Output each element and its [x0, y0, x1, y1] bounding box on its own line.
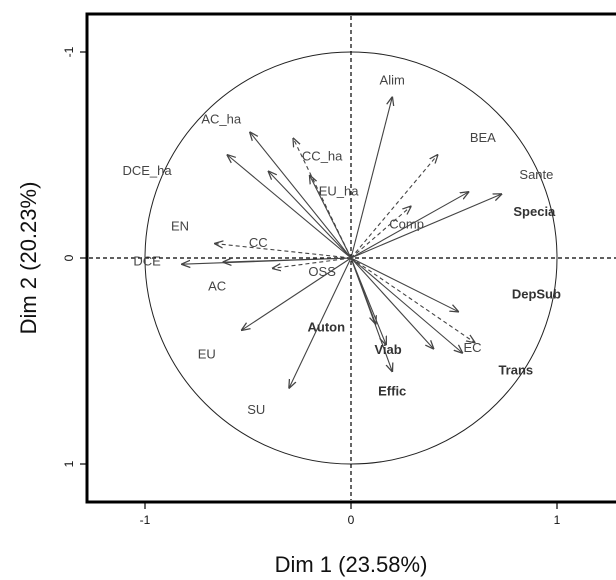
arrow-en	[269, 171, 352, 259]
label-oss: OSS	[308, 264, 336, 279]
x-tick-label: 0	[348, 513, 355, 527]
y-tick-label: -1	[62, 46, 76, 57]
label-dce-ha: DCE_ha	[122, 163, 172, 178]
arrow-ac-ha	[250, 132, 352, 259]
label-cc: CC	[249, 235, 268, 250]
label-eu-ha: EU_ha	[319, 184, 360, 199]
label-ac: AC	[208, 278, 226, 293]
label-cc-ha: CC_ha	[302, 148, 343, 163]
label-sante: Sante	[519, 167, 553, 182]
label-trans: Trans	[498, 363, 533, 378]
x-axis-title: Dim 1 (23.58%)	[275, 552, 428, 577]
arrow-auton	[350, 257, 376, 324]
arrow-ec	[350, 257, 475, 342]
label-depsub: DepSub	[512, 287, 561, 302]
reference-lines	[89, 16, 616, 500]
arrow-eu	[242, 257, 352, 330]
arrow-alim	[350, 97, 392, 259]
label-ec: EC	[464, 340, 482, 355]
arrow-comp	[350, 207, 411, 259]
y-axis-ticks: -1 0 1	[62, 46, 87, 467]
arrow-eu-ha	[310, 176, 352, 259]
x-axis-ticks: -1 0 1	[140, 502, 561, 527]
label-ac-ha: AC_ha	[201, 111, 242, 126]
y-axis-title: Dim 2 (20.23%)	[16, 182, 41, 335]
arrow-su	[289, 257, 352, 388]
label-su: SU	[247, 402, 265, 417]
label-effic: Effic	[378, 383, 406, 398]
variable-labels: Alim BEA Sante Specia Comp DepSub EC Trans Viab E…	[122, 72, 561, 417]
arrow-bea	[350, 155, 438, 259]
label-specia: Specia	[513, 204, 556, 219]
label-auton: Auton	[308, 319, 346, 334]
y-tick-label: 1	[62, 460, 76, 467]
label-eu: EU	[198, 346, 216, 361]
label-dce: DCE	[133, 254, 161, 269]
arrow-oss	[273, 257, 352, 268]
y-tick-label: 0	[62, 254, 76, 261]
x-tick-label: -1	[140, 513, 151, 527]
label-en: EN	[171, 219, 189, 234]
arrow-depsub	[350, 257, 458, 312]
label-alim: Alim	[380, 72, 405, 87]
arrow-dce	[182, 257, 352, 264]
arrow-unlabeled-8	[350, 257, 433, 349]
arrow-specia	[350, 192, 468, 259]
x-tick-label: 1	[554, 513, 561, 527]
arrow-trans	[350, 257, 462, 353]
arrow-dce-ha	[227, 155, 352, 259]
variable-arrows	[182, 97, 501, 387]
label-viab: Viab	[374, 342, 401, 357]
arrow-sante	[350, 194, 501, 259]
label-bea: BEA	[470, 130, 496, 145]
arrow-cc	[215, 244, 352, 259]
label-comp: Comp	[389, 216, 424, 231]
